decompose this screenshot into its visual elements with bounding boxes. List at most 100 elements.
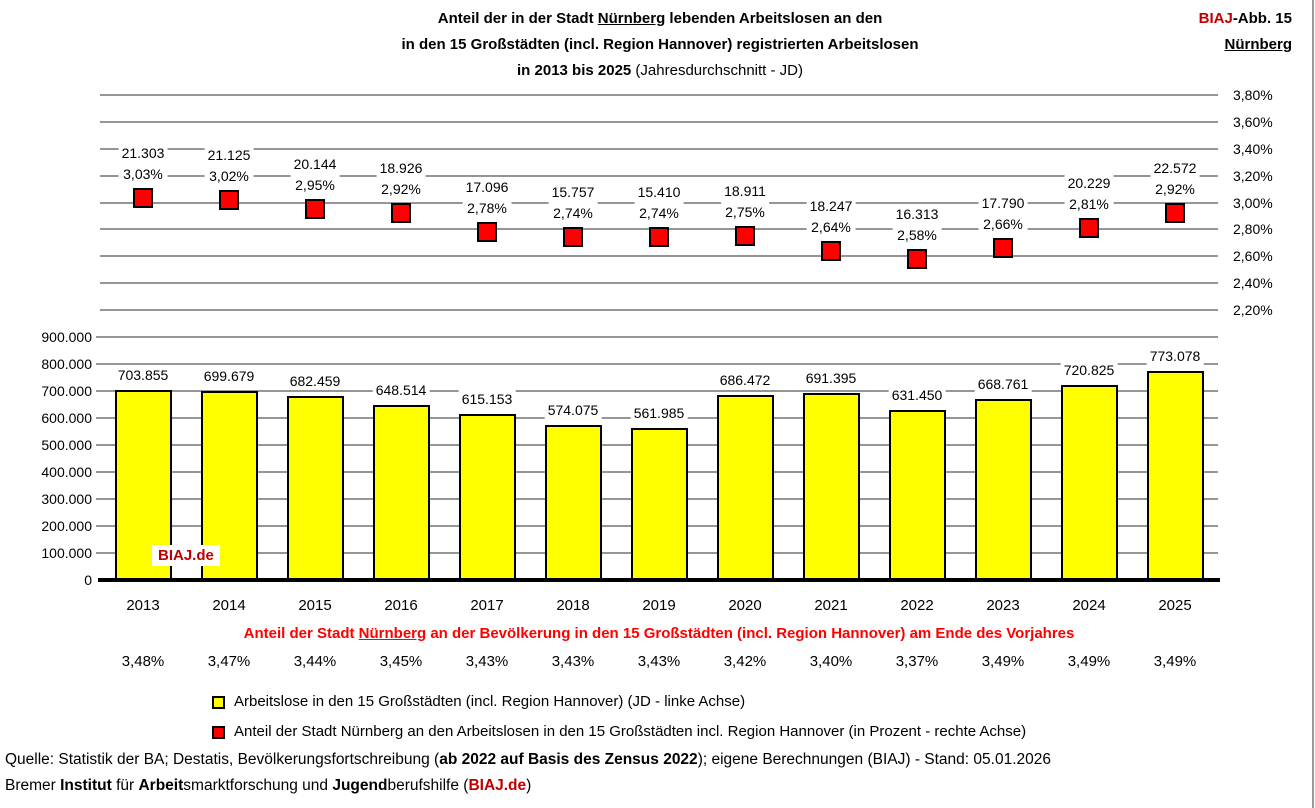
- point-value-label: 21.125 3,02%: [204, 144, 254, 187]
- left-axis-tick: [96, 471, 110, 473]
- left-axis-tick-label: 600.000: [41, 410, 92, 426]
- bar-value-label: 703.855: [114, 365, 172, 384]
- point-marker-2024: [1079, 218, 1099, 239]
- left-axis-tick-label: 100.000: [41, 545, 92, 561]
- left-axis-tick: [96, 552, 110, 554]
- point-marker-2014: [219, 189, 239, 210]
- gridline-lower: [100, 336, 1218, 338]
- legend-item-points: Anteil der Stadt Nürnberg an den Arbeits…: [212, 722, 1026, 742]
- point-value-label: 15.757 2,74%: [548, 182, 598, 225]
- gridline-upper: [100, 255, 1218, 258]
- left-axis-tick: [96, 417, 110, 419]
- bar-value-label: 691.395: [802, 369, 860, 388]
- figure-number-block: BIAJ-Abb. 15 Nürnberg: [1199, 6, 1292, 58]
- year-label-2016: 2016: [384, 597, 418, 614]
- point-marker-2013: [133, 188, 153, 209]
- point-marker-2022: [907, 248, 927, 269]
- left-axis-tick-label: 0: [84, 572, 92, 588]
- bar-value-label: 686.472: [716, 370, 774, 389]
- bar-value-label: 668.761: [974, 375, 1032, 394]
- point-value-label: 22.572 2,92%: [1150, 158, 1200, 201]
- figure-city: Nürnberg: [1224, 36, 1293, 53]
- population-share-value: 3,49%: [981, 653, 1025, 670]
- left-axis-tick: [96, 363, 110, 365]
- point-marker-2021: [821, 240, 841, 261]
- right-axis-tick-label: 3,60%: [1233, 113, 1273, 130]
- bar-2015: [286, 395, 344, 580]
- bar-value-label: 699.679: [200, 367, 258, 386]
- year-label-2018: 2018: [556, 597, 590, 614]
- bar-2024: [1060, 385, 1118, 580]
- bar-2018: [544, 424, 602, 580]
- population-share-value: 3,44%: [293, 653, 337, 670]
- point-marker-2017: [477, 222, 497, 243]
- year-label-2019: 2019: [642, 597, 676, 614]
- point-value-label: 18.247 2,64%: [806, 195, 856, 238]
- bar-value-label: 574.075: [544, 400, 602, 419]
- bar-value-label: 682.459: [286, 371, 344, 390]
- gridline-upper: [100, 309, 1218, 311]
- year-label-2020: 2020: [728, 597, 762, 614]
- gridline-upper: [100, 94, 1218, 96]
- bar-2017: [458, 413, 516, 580]
- bar-value-label: 773.078: [1146, 347, 1204, 366]
- left-axis-tick: [96, 390, 110, 392]
- gridline-upper: [100, 282, 1218, 285]
- left-axis-tick: [96, 444, 110, 446]
- year-label-2015: 2015: [298, 597, 332, 614]
- point-marker-2020: [735, 226, 755, 247]
- gridline-upper: [100, 174, 1218, 177]
- population-share-value: 3,37%: [895, 653, 939, 670]
- bar-2025: [1146, 371, 1204, 580]
- left-axis-tick-label: 200.000: [41, 518, 92, 534]
- right-axis-tick-label: 3,80%: [1233, 87, 1273, 103]
- point-marker-2016: [391, 203, 411, 224]
- legend-swatch-yellow: [212, 695, 225, 709]
- year-label-2022: 2022: [900, 597, 934, 614]
- right-axis-tick-label: 2,80%: [1233, 221, 1273, 238]
- legend-swatch-red: [212, 725, 225, 739]
- gridline-upper: [100, 120, 1218, 123]
- population-share-value: 3,43%: [465, 653, 509, 670]
- population-share-value: 3,49%: [1067, 653, 1111, 670]
- right-axis-tick-label: 2,20%: [1233, 302, 1273, 318]
- x-axis-baseline: [98, 578, 1220, 582]
- point-value-label: 18.911 2,75%: [721, 181, 769, 224]
- left-axis-tick-label: 800.000: [41, 356, 92, 372]
- year-label-2023: 2023: [986, 597, 1020, 614]
- bar-2021: [802, 393, 860, 580]
- left-axis-tick: [96, 336, 110, 338]
- chart-title-line3: in 2013 bis 2025 (Jahresdurchschnitt - J…: [517, 62, 803, 79]
- bar-2019: [630, 428, 688, 580]
- window-right-border: [1312, 0, 1314, 808]
- point-marker-2019: [649, 227, 669, 248]
- point-marker-2015: [305, 199, 325, 220]
- left-axis-tick-label: 500.000: [41, 437, 92, 453]
- right-axis-tick-label: 3,40%: [1233, 140, 1273, 157]
- bar-2023: [974, 399, 1032, 580]
- figure-number: BIAJ-Abb. 15: [1198, 10, 1292, 27]
- bar-2020: [716, 394, 774, 580]
- bar-value-label: 631.450: [888, 385, 946, 404]
- population-share-value: 3,43%: [551, 653, 595, 670]
- year-label-2014: 2014: [212, 597, 246, 614]
- population-share-value: 3,40%: [809, 653, 853, 670]
- chart-title-line2: in den 15 Großstädten (incl. Region Hann…: [401, 36, 919, 53]
- gridline-lower: [100, 390, 1218, 392]
- point-value-label: 17.790 2,66%: [978, 193, 1028, 236]
- point-value-label: 15.410 2,74%: [634, 182, 684, 225]
- point-marker-2018: [563, 227, 583, 248]
- chart-title-line1: Anteil der in der Stadt Nürnberg lebende…: [437, 10, 883, 27]
- biaj-watermark: BIAJ.de: [152, 545, 220, 566]
- right-axis-tick-label: 3,00%: [1233, 194, 1273, 211]
- point-marker-2023: [993, 238, 1013, 259]
- year-label-2017: 2017: [470, 597, 504, 614]
- population-share-value: 3,48%: [121, 653, 165, 670]
- year-label-2024: 2024: [1072, 597, 1106, 614]
- bar-2016: [372, 404, 430, 580]
- point-value-label: 20.144 2,95%: [290, 154, 340, 197]
- right-axis-tick-label: 2,40%: [1233, 275, 1273, 292]
- bar-value-label: 648.514: [372, 380, 430, 399]
- left-axis-tick-label: 700.000: [41, 383, 92, 399]
- bar-value-label: 561.985: [630, 404, 688, 423]
